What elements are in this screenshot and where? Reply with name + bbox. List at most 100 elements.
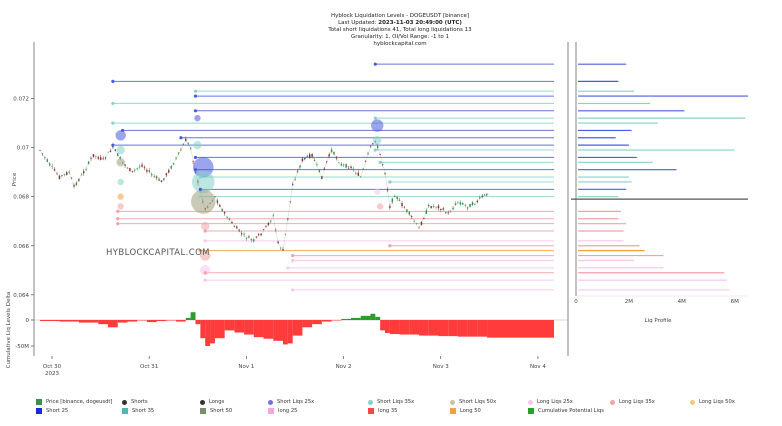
price-candle-body bbox=[413, 221, 415, 222]
liq-bubble bbox=[199, 250, 211, 261]
liq-level-dot bbox=[116, 217, 120, 221]
price-candle-body bbox=[291, 184, 294, 186]
price-candle-body bbox=[87, 161, 90, 164]
price-candle-body bbox=[168, 170, 170, 173]
legend-item[interactable]: Short 50 bbox=[200, 408, 232, 414]
legend-item[interactable]: Short 35 bbox=[122, 408, 154, 414]
price-candle-body bbox=[403, 207, 406, 209]
price-candle-body bbox=[70, 178, 73, 179]
price-candle-body bbox=[406, 209, 408, 212]
price-candle-body bbox=[396, 197, 398, 200]
liq-level-dot bbox=[198, 249, 202, 253]
price-candle-body bbox=[165, 173, 168, 176]
price-candle-body bbox=[109, 150, 112, 152]
price-candle-body bbox=[447, 212, 449, 214]
legend-item[interactable]: Long Liqs 50x bbox=[690, 399, 735, 405]
price-candle-body bbox=[238, 229, 240, 232]
delta-bar bbox=[292, 320, 303, 336]
liq-bubble bbox=[194, 114, 201, 122]
legend-item[interactable]: Short 25 bbox=[36, 408, 68, 414]
delta-bar bbox=[428, 320, 439, 336]
delta-bar bbox=[146, 320, 157, 323]
delta-bar bbox=[331, 320, 342, 321]
price-candle-body bbox=[131, 170, 134, 172]
granularity-line: Granularity: 1, OI/Vol Range: -1 to 1 bbox=[351, 34, 449, 40]
price-candle-body bbox=[459, 202, 462, 205]
price-candle-body bbox=[214, 196, 216, 198]
price-candle-body bbox=[479, 197, 481, 199]
price-candle-body bbox=[328, 154, 330, 157]
xtick-label: Oct 30 bbox=[43, 364, 62, 370]
liq-level-dot bbox=[193, 155, 198, 160]
legend-item[interactable]: long 35 bbox=[368, 408, 397, 414]
legend-item[interactable]: Shorts bbox=[122, 399, 148, 405]
price-candle-body bbox=[313, 160, 316, 162]
liq-level-dot bbox=[378, 160, 382, 164]
price-candle-body bbox=[243, 233, 245, 235]
legend-item[interactable]: Short Liqs 50x bbox=[450, 399, 496, 405]
price-candle-body bbox=[102, 157, 104, 159]
liq-bubble bbox=[191, 189, 216, 214]
legend-item[interactable]: Short Liqs 25x bbox=[268, 399, 314, 405]
liq-level-dot bbox=[373, 148, 377, 152]
legend-swatch bbox=[268, 399, 273, 405]
legend-item[interactable]: long 25 bbox=[268, 408, 297, 414]
legend-item[interactable]: Longs bbox=[200, 399, 224, 405]
price-candle-body bbox=[384, 172, 386, 174]
price-candle-body bbox=[151, 174, 153, 176]
delta-bar bbox=[244, 320, 254, 335]
price-candle-body bbox=[389, 206, 391, 208]
liq-level-dot bbox=[291, 288, 295, 292]
profile-xtick-label: 4M bbox=[678, 299, 686, 305]
price-candle-body bbox=[245, 238, 248, 239]
xtick-label: Oct 31 bbox=[140, 364, 158, 370]
liq-level-dot bbox=[388, 244, 392, 248]
delta-bar bbox=[78, 320, 99, 323]
legend-item[interactable]: Cumulative Potential Liqs bbox=[528, 408, 604, 414]
legend-label: Long Liqs 50x bbox=[699, 399, 735, 405]
legend-item[interactable]: Long 50 bbox=[450, 408, 481, 414]
price-candle-body bbox=[233, 226, 236, 228]
price-candle-body bbox=[464, 204, 466, 206]
legend-item[interactable]: Long Liqs 25x bbox=[528, 399, 573, 405]
legend-label: Short Liqs 50x bbox=[459, 399, 497, 405]
price-candle-body bbox=[253, 239, 255, 242]
liq-level-dot bbox=[116, 222, 120, 226]
liq-bubble bbox=[373, 188, 381, 196]
price-candle-body bbox=[248, 236, 250, 238]
legend-label: long 25 bbox=[278, 408, 298, 414]
liq-level-dot bbox=[203, 271, 207, 275]
liq-level-dot bbox=[203, 239, 207, 243]
legend-label: Long 50 bbox=[460, 408, 481, 414]
price-candle-body bbox=[386, 189, 389, 191]
legend-item[interactable]: Long Liqs 35x bbox=[610, 399, 655, 405]
price-candle-body bbox=[294, 179, 296, 181]
price-candle-body bbox=[66, 172, 68, 175]
price-candle-body bbox=[61, 175, 63, 177]
delta-bar bbox=[409, 320, 420, 335]
price-candle-body bbox=[469, 203, 471, 208]
legend: Price [binance, dogeusdt] Shorts Longs Shor… bbox=[0, 397, 782, 423]
price-candle-body bbox=[180, 149, 182, 151]
delta-bar bbox=[351, 317, 361, 320]
price-candle-body bbox=[372, 143, 374, 144]
delta-bar bbox=[341, 318, 352, 320]
price-candle-body bbox=[155, 176, 158, 178]
price-candle-body bbox=[308, 154, 311, 159]
profile-xtick-label: 6M bbox=[731, 299, 739, 305]
price-candle-body bbox=[56, 173, 58, 175]
liq-bubble bbox=[117, 178, 124, 186]
price-candle-body bbox=[362, 168, 364, 170]
xtick-label: Nov 3 bbox=[433, 364, 449, 370]
legend-item[interactable]: Short Liqs 35x bbox=[368, 399, 414, 405]
legend-swatch bbox=[368, 399, 373, 405]
price-candle-body bbox=[299, 165, 301, 168]
price-candle-body bbox=[265, 225, 267, 227]
price-ytick-label: 0.066 bbox=[13, 244, 29, 250]
legend-item[interactable]: Price [binance, dogeusdt] bbox=[36, 399, 112, 405]
price-candle-body bbox=[350, 166, 352, 169]
legend-label: Cumulative Potential Liqs bbox=[538, 408, 604, 414]
profile-xtick-label: 2M bbox=[625, 299, 633, 305]
delta-bar bbox=[195, 320, 201, 325]
delta-bar bbox=[200, 320, 206, 339]
